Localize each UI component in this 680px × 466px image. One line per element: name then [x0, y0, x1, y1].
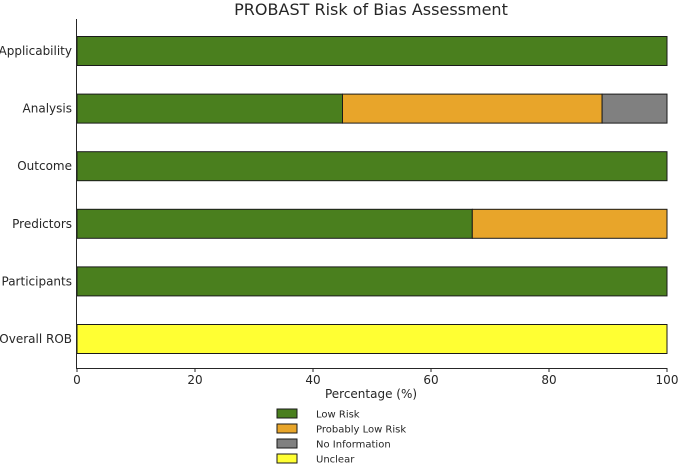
legend-label: Probably Low Risk	[316, 425, 406, 436]
bar-segment-low-risk	[76, 208, 473, 239]
category-label: Outcome	[17, 159, 72, 173]
legend-swatch	[276, 423, 298, 434]
category-labels: Applicability Analysis Outcome Predictors Pa…	[0, 44, 72, 346]
category-label: Predictors	[12, 217, 72, 231]
legend-label: No Information	[316, 440, 391, 451]
category-label: Analysis	[23, 102, 72, 116]
x-tick-label: 100	[656, 373, 679, 387]
legend-swatch	[276, 453, 298, 464]
legend: Low Risk Probably Low Risk No Information U…	[276, 408, 406, 466]
x-ticks: 0 20 40 60 80 100	[73, 368, 678, 387]
category-label: Overall ROB	[0, 332, 72, 346]
bar-segment-probably-low-risk	[471, 208, 668, 239]
bar-segment-unclear	[76, 324, 668, 354]
x-tick-label: 60	[423, 373, 438, 387]
legend-swatch	[276, 438, 298, 449]
bar-segment-low-risk	[76, 266, 668, 297]
bar-segment-low-risk	[76, 93, 343, 124]
bar-segment-low-risk	[76, 36, 668, 66]
x-tick-label: 40	[305, 373, 320, 387]
bar-segment-no-information	[601, 93, 668, 124]
x-axis-label: Percentage (%)	[325, 387, 417, 401]
legend-label: Low Risk	[316, 410, 360, 421]
bar-segment-low-risk	[76, 151, 668, 182]
category-label: Participants	[2, 274, 73, 288]
chart-title: PROBAST Risk of Bias Assessment	[234, 0, 508, 19]
bar-segment-probably-low-risk	[342, 93, 603, 124]
x-tick-label: 0	[73, 373, 81, 387]
legend-label: Unclear	[316, 455, 355, 466]
x-tick-label: 20	[187, 373, 202, 387]
category-label: Applicability	[0, 44, 72, 58]
x-tick-label: 80	[541, 373, 556, 387]
legend-swatch	[276, 408, 298, 419]
bars-group	[76, 36, 668, 354]
